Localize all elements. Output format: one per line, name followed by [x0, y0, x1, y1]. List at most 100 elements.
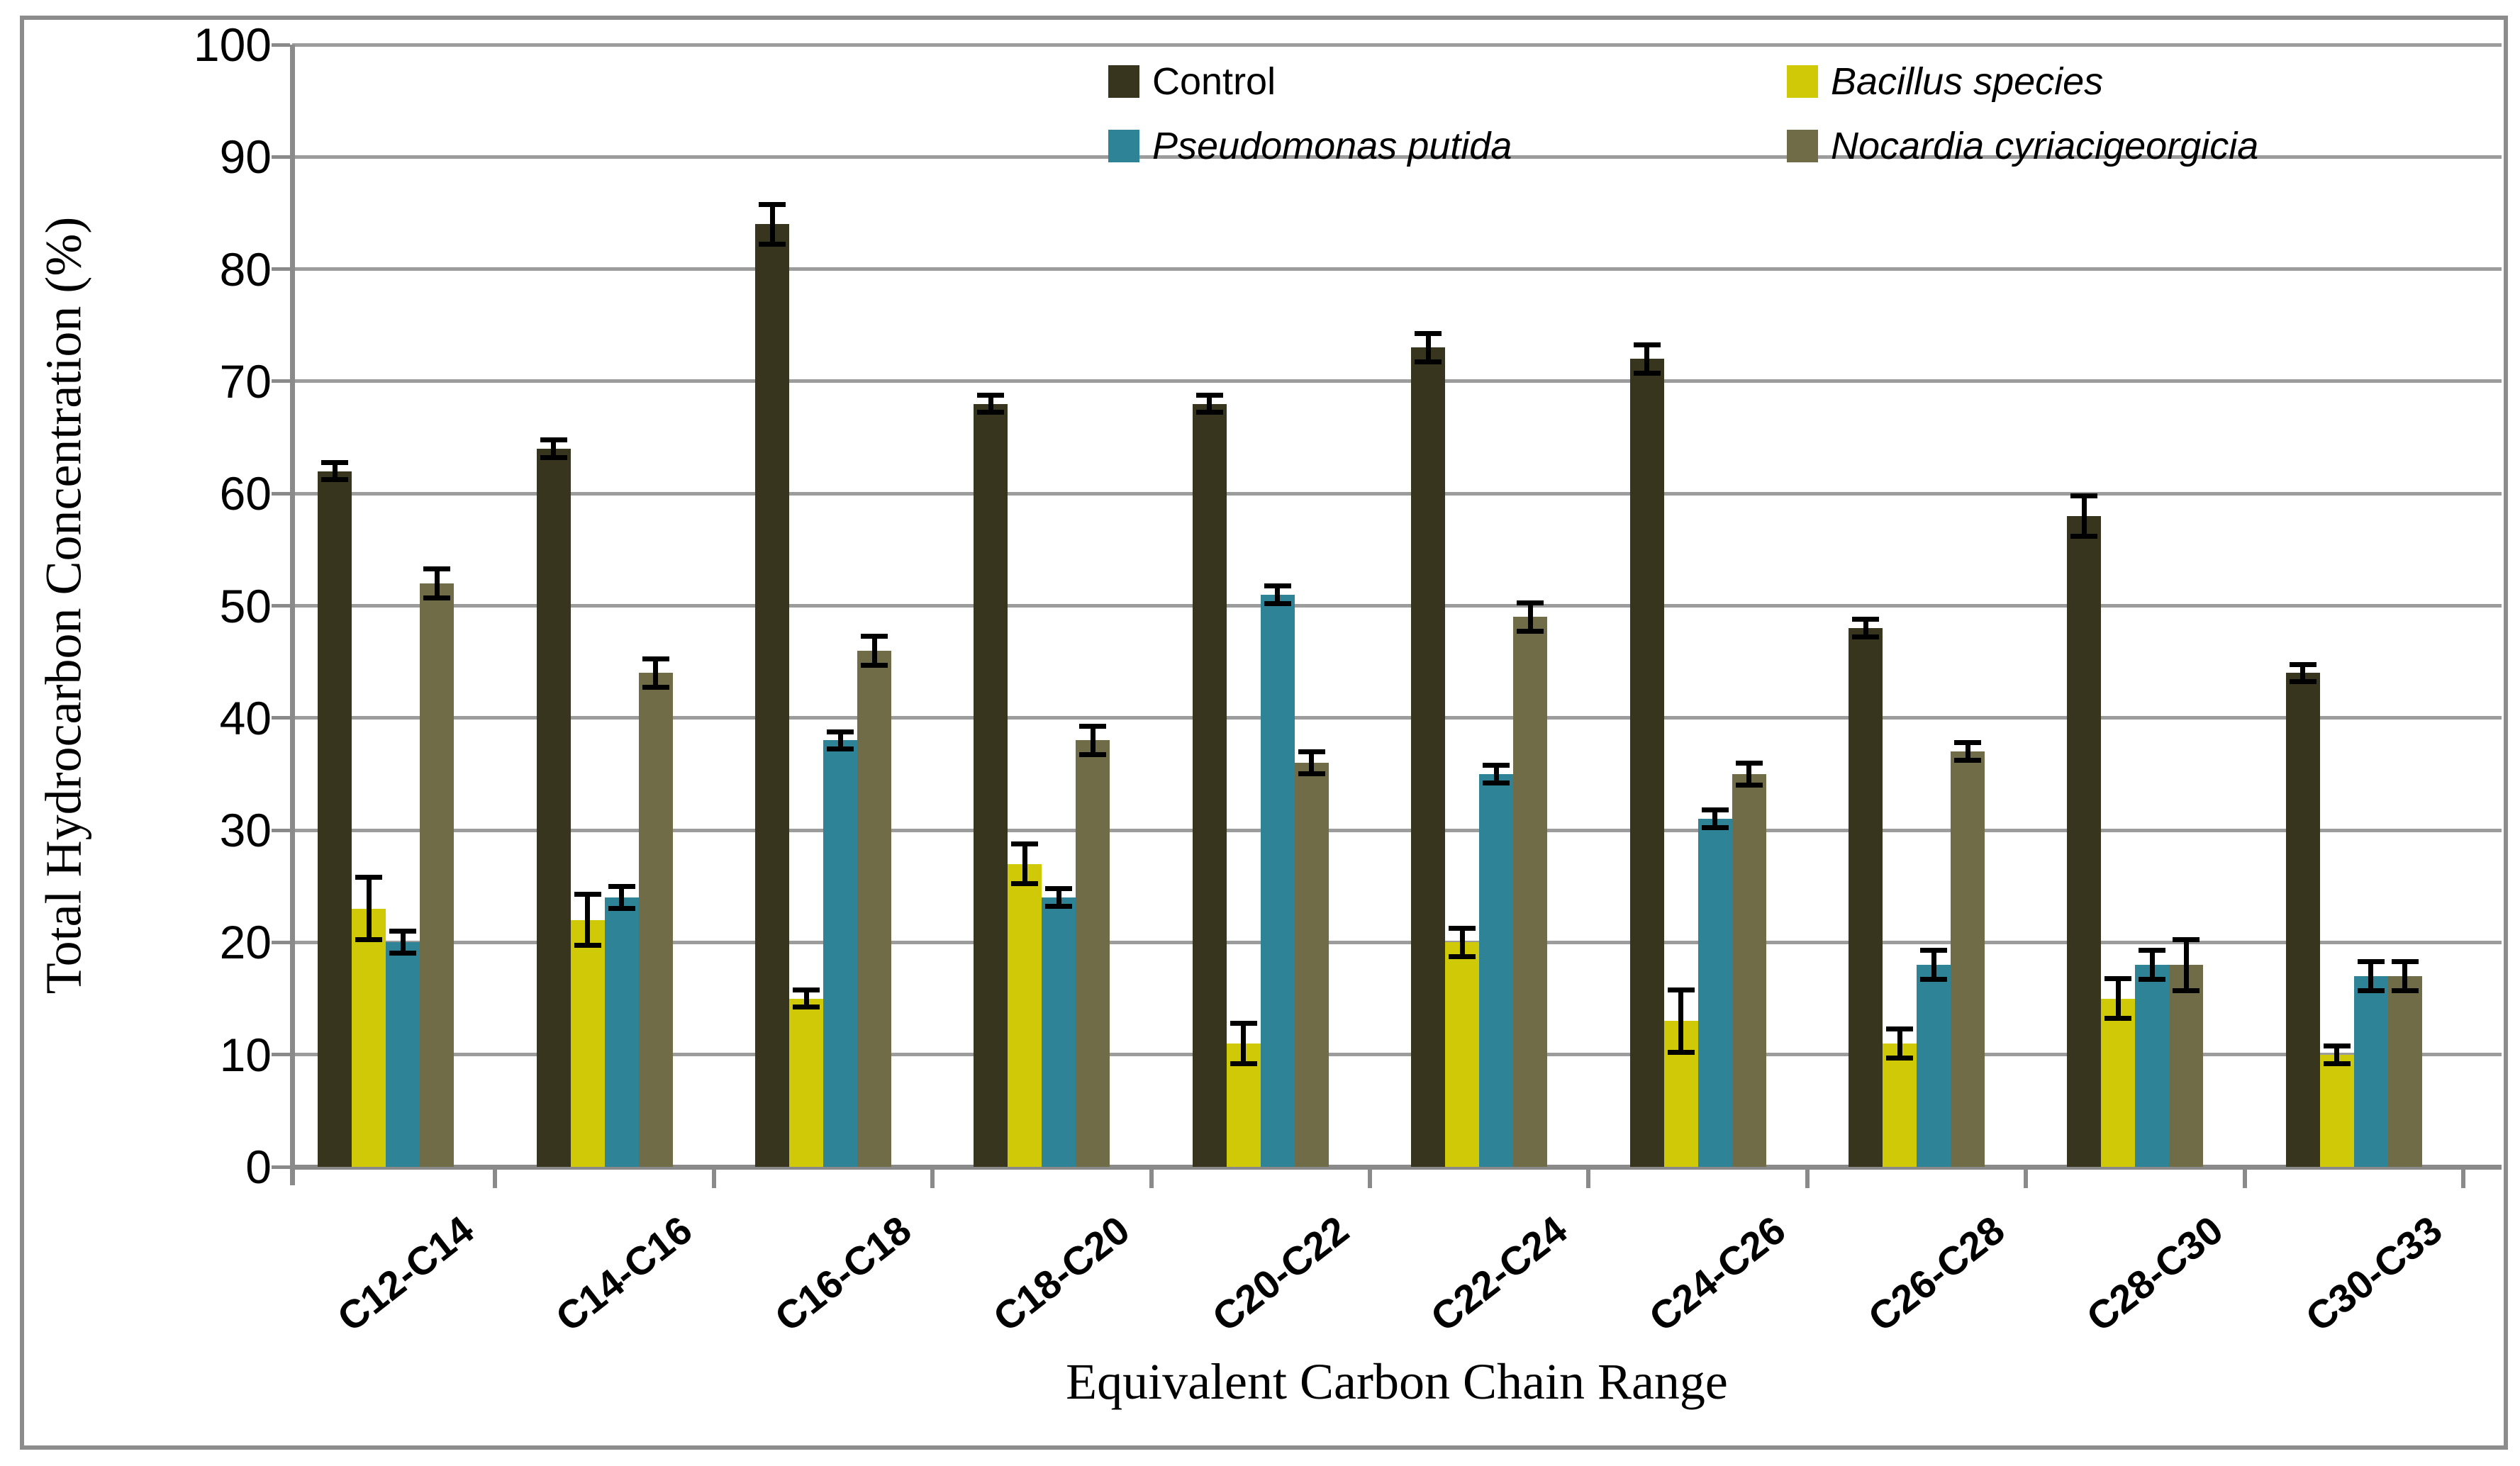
bar-C16-C18-bacillus-species [789, 998, 823, 1167]
error-bar-line [2402, 959, 2408, 993]
y-axis-tick-50 [272, 604, 290, 608]
error-bar-C30-C33-pseudomonas-putida [2357, 959, 2385, 994]
error-bar-C14-C16-pseudomonas-putida [608, 884, 635, 912]
y-axis-tick-80 [272, 267, 290, 272]
bar-C22-C24-nocardia-cyriacigeorgicia [1513, 617, 1548, 1167]
x-axis-tick-8 [2024, 1167, 2029, 1188]
x-axis-tick-4 [1149, 1167, 1154, 1188]
error-bar-line [653, 656, 659, 690]
bar-C14-C16-pseudomonas-putida [604, 897, 639, 1167]
error-bar-C24-C26-control [1633, 342, 1661, 376]
legend-swatch-icon [1108, 130, 1139, 162]
bar-C18-C20-bacillus-species [1008, 863, 1042, 1167]
error-bar-line [1309, 749, 1315, 777]
bar-C28-C30-control [2067, 515, 2102, 1167]
y-tick-label-30: 30 [219, 804, 272, 857]
y-axis-tick-0 [272, 1165, 290, 1169]
legend-label: Control [1152, 60, 1276, 103]
error-bar-line [1493, 763, 1499, 785]
x-axis-tick-6 [1586, 1167, 1591, 1188]
error-bar-line [1897, 1026, 1902, 1061]
y-axis-tick-40 [272, 716, 290, 720]
error-bar-line [1678, 987, 1684, 1055]
bar-C26-C28-bacillus-species [1883, 1043, 1917, 1167]
y-tick-label-60: 60 [219, 467, 272, 520]
bar-C20-C22-pseudomonas-putida [1260, 594, 1295, 1167]
legend-label: Nocardia cyriacigeorgicia [1831, 125, 2259, 167]
error-bar-line [1275, 583, 1281, 606]
error-bar-line [1931, 948, 1936, 982]
legend-entry-pseudomonas-putida: Pseudomonas putida [1108, 125, 1512, 167]
error-bar-C22-C24-control [1415, 330, 1442, 365]
bar-C16-C18-pseudomonas-putida [823, 740, 857, 1167]
bar-C12-C14-control [318, 471, 352, 1167]
error-bar-C12-C14-nocardia-cyriacigeorgicia [423, 566, 451, 601]
error-bar-line [1022, 841, 1027, 887]
legend-swatch-icon [1787, 65, 1818, 98]
bar-C14-C16-bacillus-species [570, 919, 605, 1167]
error-bar-line [2368, 959, 2374, 993]
y-tick-label-90: 90 [219, 130, 272, 184]
error-bar-C26-C28-bacillus-species [1886, 1026, 1913, 1061]
error-bar-C26-C28-control [1852, 617, 1879, 639]
bar-C12-C14-pseudomonas-putida [386, 942, 420, 1167]
bar-C28-C30-nocardia-cyriacigeorgicia [2169, 965, 2204, 1167]
y-axis-tick-20 [272, 940, 290, 944]
error-bar-C12-C14-pseudomonas-putida [389, 929, 417, 956]
error-bar-line [1712, 807, 1718, 831]
error-bar-C22-C24-bacillus-species [1449, 925, 1476, 960]
gridline-y-10 [292, 1053, 2502, 1057]
y-tick-label-40: 40 [219, 691, 272, 744]
error-bar-C28-C30-pseudomonas-putida [2139, 948, 2166, 983]
bar-C24-C26-control [1629, 359, 1664, 1167]
y-axis-tick-100 [272, 43, 290, 47]
error-bar-C28-C30-bacillus-species [2104, 975, 2132, 1022]
error-bar-line [366, 875, 372, 943]
gridline-y-60 [292, 491, 2502, 496]
bar-C14-C16-nocardia-cyriacigeorgicia [638, 673, 673, 1167]
legend-label: Pseudomonas putida [1152, 125, 1512, 167]
gridline-y-80 [292, 267, 2502, 272]
error-bar-C20-C22-nocardia-cyriacigeorgicia [1298, 749, 1325, 777]
x-axis-title: Equivalent Carbon Chain Range [1066, 1353, 1728, 1410]
gridline-y-100 [292, 43, 2502, 47]
y-tick-label-80: 80 [219, 242, 272, 296]
legend-swatch-icon [1787, 130, 1818, 162]
error-bar-C28-C30-control [2070, 493, 2098, 539]
x-axis-line [292, 1164, 2502, 1170]
error-bar-line [585, 892, 591, 949]
x-axis-tick-2 [711, 1167, 716, 1188]
gridline-y-20 [292, 940, 2502, 944]
chart-outer-border [20, 16, 2508, 1450]
error-bar-line [619, 884, 625, 912]
y-tick-label-20: 20 [219, 916, 272, 969]
error-bar-C18-C20-pseudomonas-putida [1045, 886, 1073, 909]
bar-C12-C14-nocardia-cyriacigeorgicia [420, 583, 455, 1167]
error-bar-line [2149, 948, 2155, 982]
gridline-y-90 [292, 155, 2502, 159]
error-bar-C26-C28-pseudomonas-putida [1920, 948, 1947, 983]
error-bar-line [769, 201, 775, 247]
gridline-y-30 [292, 828, 2502, 832]
error-bar-C24-C26-bacillus-species [1667, 987, 1695, 1055]
y-axis-tick-60 [272, 491, 290, 496]
error-bar-C12-C14-control [321, 459, 349, 483]
bar-C18-C20-pseudomonas-putida [1042, 897, 1076, 1167]
error-bar-line [2300, 661, 2306, 685]
bar-C26-C28-pseudomonas-putida [1917, 965, 1951, 1167]
error-bar-C14-C16-control [540, 437, 567, 460]
error-bar-line [551, 437, 557, 460]
error-bar-line [871, 634, 877, 668]
error-bar-C30-C33-nocardia-cyriacigeorgicia [2391, 959, 2419, 994]
legend-swatch-icon [1108, 65, 1139, 98]
error-bar-line [332, 459, 338, 483]
y-axis-line [289, 45, 295, 1185]
bar-C14-C16-control [536, 448, 571, 1167]
y-tick-label-70: 70 [219, 354, 272, 408]
bar-C16-C18-control [755, 224, 789, 1167]
plot-area [272, 43, 2502, 1188]
y-axis-tick-30 [272, 828, 290, 832]
bar-C26-C28-nocardia-cyriacigeorgicia [1951, 751, 1985, 1167]
bar-C22-C24-bacillus-species [1445, 942, 1480, 1167]
x-axis-tick-7 [1805, 1167, 1810, 1188]
